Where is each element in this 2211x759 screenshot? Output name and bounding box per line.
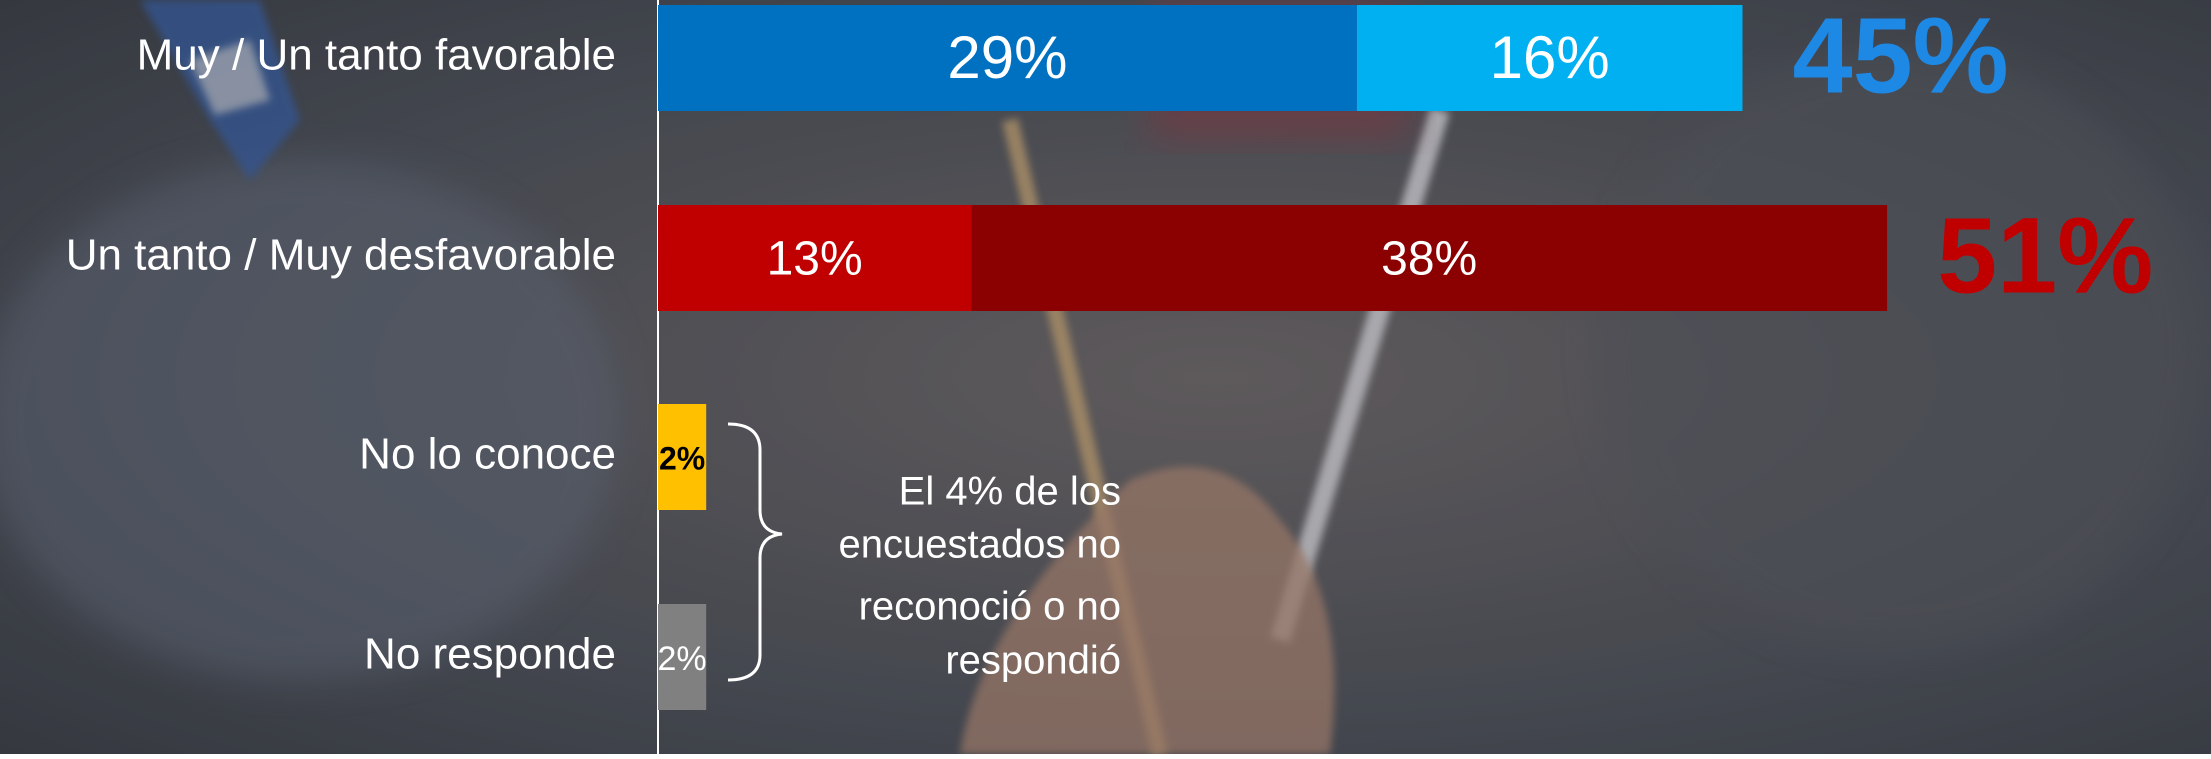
category-label: No lo conoce: [359, 430, 616, 479]
value-label: 13%: [767, 233, 863, 286]
bar-segment: [658, 604, 707, 710]
value-label: 2%: [658, 640, 707, 678]
annotation-line: reconoció o no: [859, 585, 1121, 629]
category-label: Un tanto / Muy desfavorable: [66, 231, 616, 280]
value-label: 38%: [1381, 233, 1477, 286]
value-label: 29%: [947, 24, 1067, 91]
value-label: 2%: [659, 440, 705, 476]
category-label: Muy / Un tanto favorable: [137, 31, 616, 80]
annotation-line: respondió: [945, 639, 1121, 683]
bar-segment: [1356, 5, 1743, 111]
annotation-line: El 4% de los: [899, 470, 1121, 514]
bar-segment: [658, 404, 707, 510]
value-label: 16%: [1490, 24, 1610, 91]
bracket: [727, 422, 783, 682]
annotation: El 4% de los encuestados no reconoció o no…: [839, 470, 1121, 683]
total-label: 45%: [1793, 0, 2009, 116]
bar-segment: [658, 5, 1357, 111]
category-label: No responde: [364, 630, 616, 679]
bar-segment: [658, 205, 972, 311]
annotation-line: encuestados no: [839, 523, 1121, 567]
total-label: 51%: [1937, 195, 2153, 316]
bar-segment: [971, 205, 1888, 311]
